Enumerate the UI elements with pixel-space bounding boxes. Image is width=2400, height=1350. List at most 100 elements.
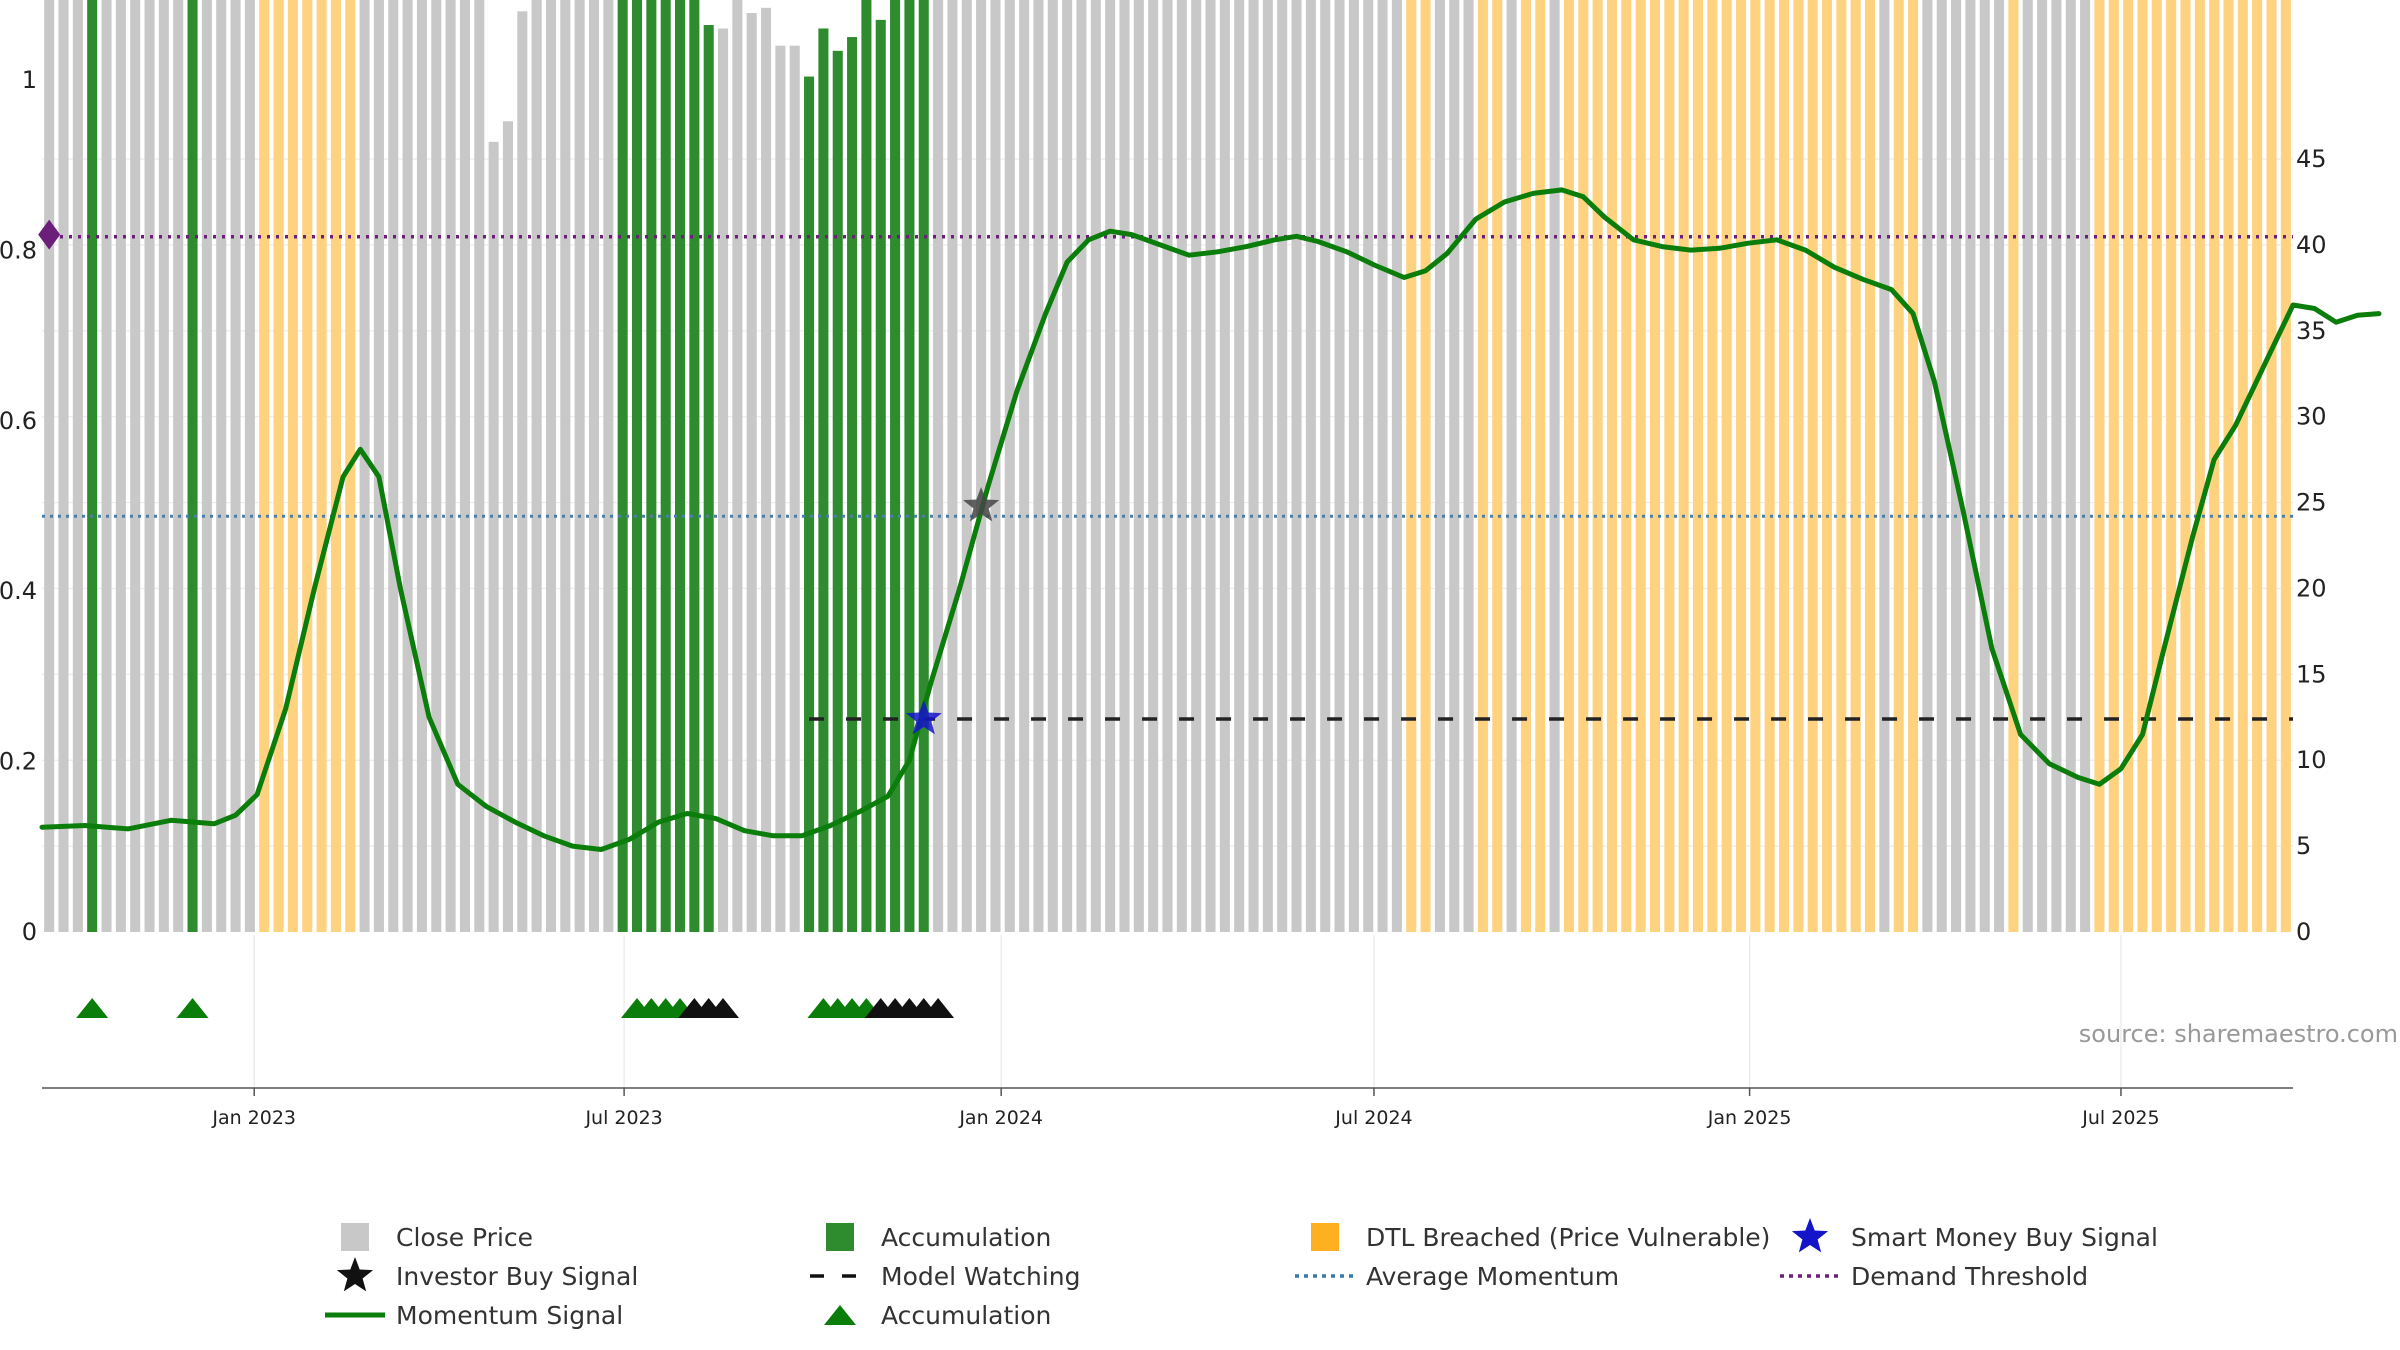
- legend-square: [826, 1223, 854, 1251]
- price-bar: [675, 0, 686, 932]
- price-bar: [1922, 0, 1933, 932]
- price-bar: [1133, 0, 1144, 932]
- price-bar: [1477, 0, 1488, 932]
- price-bar: [1621, 0, 1632, 932]
- price-bar: [230, 0, 241, 932]
- price-bar: [2080, 0, 2091, 932]
- legend-label: Accumulation: [881, 1301, 1051, 1330]
- price-bar: [1979, 0, 1990, 932]
- price-bar: [2037, 0, 2048, 932]
- price-bar: [531, 0, 542, 933]
- x-axis-tick-label: Jan 2024: [958, 1107, 1043, 1129]
- left-axis-tick: 0.4: [0, 577, 37, 605]
- legend-item: Investor Buy Signal: [336, 1257, 638, 1292]
- demand-threshold-marker: [38, 219, 61, 250]
- legend-item: DTL Breached (Price Vulnerable): [1311, 1223, 1770, 1252]
- price-bar: [818, 28, 829, 933]
- price-bar: [2065, 0, 2076, 932]
- price-bar: [918, 0, 929, 933]
- left-axis-tick: 0.6: [0, 407, 37, 435]
- legend-item: Close Price: [341, 1223, 533, 1252]
- price-bar: [1506, 0, 1517, 932]
- price-bar: [2022, 0, 2033, 933]
- right-axis-tick: 45: [2296, 145, 2327, 173]
- right-axis-tick: 30: [2296, 403, 2327, 431]
- price-bar: [904, 0, 915, 932]
- price-bar: [1779, 0, 1790, 932]
- price-bar: [703, 25, 714, 932]
- price-bar: [459, 0, 470, 933]
- price-bar: [1936, 0, 1947, 933]
- accumulation-triangle: [76, 998, 109, 1018]
- price-bar: [2180, 0, 2191, 932]
- price-bar: [1678, 0, 1689, 933]
- price-bar: [2266, 0, 2277, 933]
- price-bar: [388, 0, 399, 932]
- smart-money-buy-star: [905, 700, 942, 735]
- price-bar: [1377, 0, 1388, 932]
- price-bar: [761, 7, 772, 933]
- momentum-signal-line: [39, 187, 2382, 852]
- price-bar: [1449, 0, 1460, 932]
- price-bar: [2280, 0, 2291, 933]
- price-bar: [502, 121, 513, 933]
- price-bar: [474, 0, 485, 933]
- price-bar: [1850, 0, 1861, 932]
- price-bar: [933, 0, 944, 932]
- source-label: source: sharemaestro.com: [2079, 1020, 2398, 1048]
- price-bar: [832, 50, 843, 933]
- left-axis-tick: 0: [22, 918, 37, 946]
- x-axis-tick-label: Jul 2025: [2081, 1107, 2159, 1129]
- price-bar: [2194, 0, 2205, 932]
- accumulation-triangle: [922, 998, 955, 1018]
- price-bar: [976, 0, 987, 933]
- price-bar: [1291, 0, 1302, 933]
- price-bar: [875, 19, 886, 932]
- price-bar: [273, 0, 284, 933]
- price-bar: [1205, 0, 1216, 932]
- price-bar: [718, 28, 729, 933]
- price-bar: [1592, 0, 1603, 932]
- price-bar: [2137, 0, 2148, 932]
- price-bar: [646, 0, 657, 933]
- price-bar: [847, 37, 858, 933]
- price-bar: [861, 0, 872, 933]
- price-bar: [2252, 0, 2263, 932]
- right-axis-tick: 15: [2296, 660, 2327, 688]
- price-bar: [287, 0, 298, 932]
- price-bar: [2223, 0, 2234, 932]
- price-bar: [1320, 0, 1331, 932]
- price-bar: [302, 0, 313, 933]
- legend-label: DTL Breached (Price Vulnerable): [1366, 1223, 1770, 1252]
- price-bar: [259, 0, 270, 932]
- right-axis-tick: 35: [2296, 317, 2327, 345]
- price-bar: [1234, 0, 1245, 933]
- price-bar: [87, 0, 98, 932]
- legend-label: Accumulation: [881, 1223, 1051, 1252]
- legend-square: [341, 1223, 369, 1251]
- price-bar: [1391, 0, 1402, 932]
- price-bar: [58, 0, 69, 933]
- legend-label: Smart Money Buy Signal: [1851, 1223, 2158, 1252]
- legend-label: Momentum Signal: [396, 1301, 623, 1330]
- price-bar: [431, 0, 442, 933]
- price-bar: [1105, 0, 1116, 932]
- price-bar: [216, 0, 227, 933]
- price-bar: [1492, 0, 1503, 932]
- price-bar: [373, 0, 384, 932]
- signal-markers: [38, 219, 1000, 735]
- legend-item: Smart Money Buy Signal: [1791, 1218, 2158, 1253]
- price-bar: [1148, 0, 1159, 933]
- price-bar: [1363, 0, 1374, 933]
- price-bar: [187, 0, 198, 932]
- price-bar: [1033, 0, 1044, 932]
- price-bar: [1750, 0, 1761, 932]
- price-bar: [732, 0, 743, 933]
- legend-square: [1311, 1223, 1339, 1251]
- price-bar: [1865, 0, 1876, 932]
- accumulation-triangle: [707, 998, 740, 1018]
- price-bar: [1908, 0, 1919, 932]
- right-axis-tick: 40: [2296, 231, 2327, 259]
- price-bar: [1176, 0, 1187, 932]
